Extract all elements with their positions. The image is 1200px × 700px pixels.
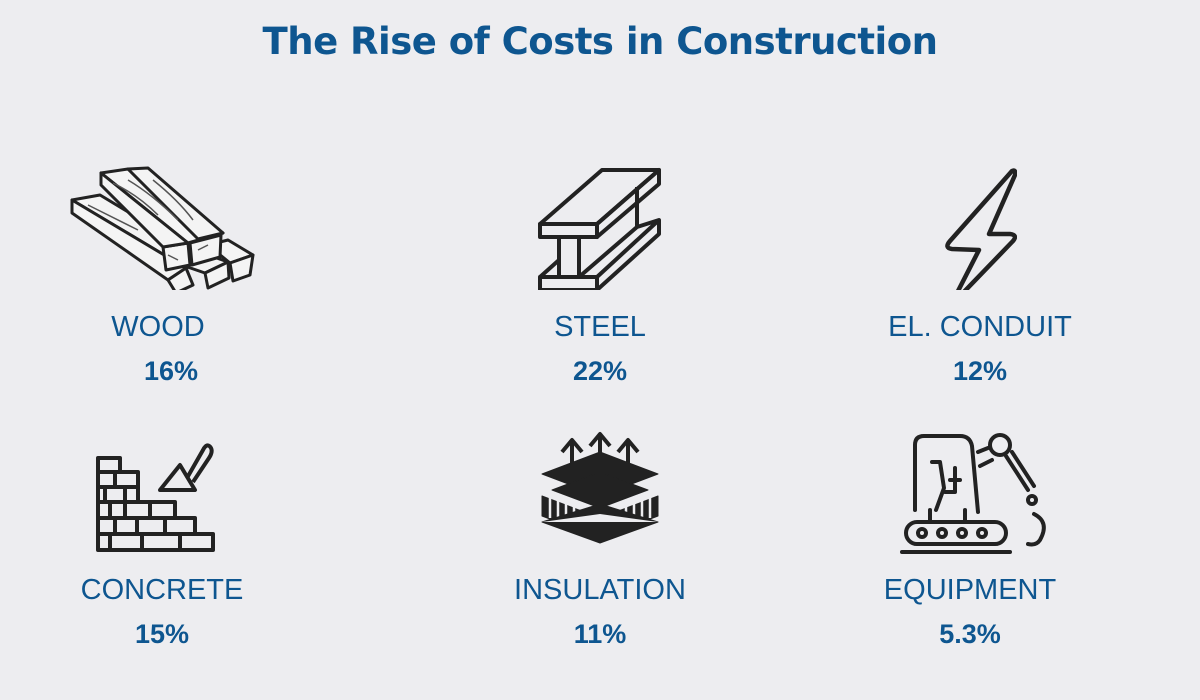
excavator-icon xyxy=(900,430,1060,555)
steel-beam-icon xyxy=(537,165,663,290)
item-label: STEEL xyxy=(554,311,646,343)
item-label: CONCRETE xyxy=(80,574,244,606)
lumber-icon xyxy=(68,165,258,290)
item-value: 22% xyxy=(572,356,628,386)
insulation-layers-icon xyxy=(540,430,660,545)
item-label: WOOD xyxy=(111,311,205,343)
item-value: 15% xyxy=(134,619,190,649)
item-label: INSULATION xyxy=(514,574,686,606)
item-label: EL. CONDUIT xyxy=(888,311,1072,343)
brick-wall-trowel-icon xyxy=(95,430,230,555)
lightning-bolt-icon xyxy=(942,165,1017,290)
item-value: 16% xyxy=(143,356,199,386)
page-title: The Rise of Costs in Construction xyxy=(262,20,939,63)
item-value: 11% xyxy=(573,619,627,649)
item-value: 12% xyxy=(952,356,1008,386)
item-label: EQUIPMENT xyxy=(883,574,1057,606)
item-value: 5.3% xyxy=(939,619,1001,649)
